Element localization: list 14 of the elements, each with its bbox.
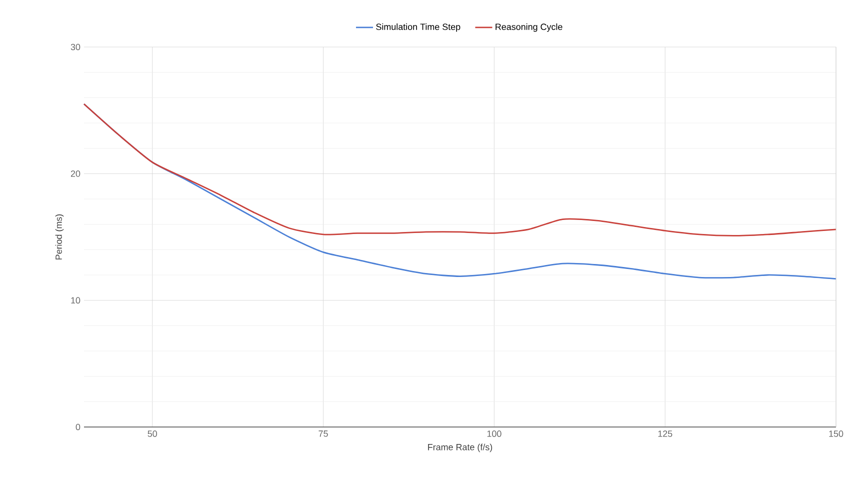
- y-tick-label: 20: [70, 170, 80, 177]
- y-tick-label: 10: [71, 297, 80, 304]
- x-tick-label: 50: [148, 430, 158, 437]
- x-tick-label: 75: [318, 430, 328, 437]
- x-tick-label: 150: [829, 430, 844, 437]
- legend-label: Simulation Time Step: [376, 23, 460, 32]
- x-tick-label: 100: [487, 430, 502, 437]
- line-series: [83, 103, 837, 236]
- y-tick-label: 0: [76, 424, 80, 430]
- x-tick-label: 125: [658, 430, 672, 437]
- legend-label: Reasoning Cycle: [496, 23, 562, 32]
- y-tick-label: 30: [70, 44, 80, 50]
- x-axis-title: Frame Rate (f/s): [428, 444, 492, 452]
- y-axis-title: Period (ms): [55, 214, 64, 260]
